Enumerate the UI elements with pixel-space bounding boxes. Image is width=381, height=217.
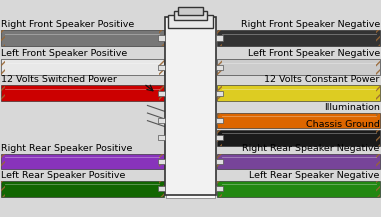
Bar xyxy=(216,135,223,140)
Bar xyxy=(1,30,164,46)
Text: Left Front Speaker Negative: Left Front Speaker Negative xyxy=(248,49,380,58)
Bar xyxy=(1,85,5,101)
Bar xyxy=(1,181,5,197)
Bar xyxy=(217,181,222,197)
Text: Left Rear Speaker Positive: Left Rear Speaker Positive xyxy=(1,171,125,180)
Text: Right Rear Speaker Positive: Right Rear Speaker Positive xyxy=(1,144,133,153)
Bar xyxy=(216,159,223,164)
Bar xyxy=(217,154,222,169)
Bar xyxy=(158,35,165,41)
Bar xyxy=(1,59,164,75)
Bar xyxy=(217,130,222,146)
Bar xyxy=(159,30,164,46)
Bar xyxy=(166,129,215,147)
Bar xyxy=(376,30,380,46)
Bar xyxy=(159,154,164,169)
Bar xyxy=(158,186,165,191)
Bar xyxy=(217,59,222,75)
Text: Right Front Speaker Positive: Right Front Speaker Positive xyxy=(1,20,134,29)
Bar xyxy=(1,181,164,197)
Bar xyxy=(1,154,164,169)
Bar xyxy=(217,113,222,128)
Text: Left Front Speaker Positive: Left Front Speaker Positive xyxy=(1,49,127,58)
Bar xyxy=(217,59,380,75)
Bar xyxy=(217,30,222,46)
Text: Left Rear Speaker Negative: Left Rear Speaker Negative xyxy=(250,171,380,180)
Bar xyxy=(376,59,380,75)
Text: 12 Volts Switched Power: 12 Volts Switched Power xyxy=(1,76,117,84)
Bar xyxy=(158,118,165,123)
Bar xyxy=(216,186,223,191)
Bar xyxy=(168,15,213,28)
Bar xyxy=(159,85,164,101)
Bar xyxy=(158,135,165,140)
Bar xyxy=(376,154,380,169)
Bar xyxy=(376,85,380,101)
Bar xyxy=(376,181,380,197)
Bar xyxy=(376,113,380,128)
Bar xyxy=(159,181,164,197)
Bar xyxy=(1,30,5,46)
Text: Right Front Speaker Negative: Right Front Speaker Negative xyxy=(241,20,380,29)
Bar xyxy=(158,65,165,70)
Bar xyxy=(1,154,5,169)
Bar xyxy=(217,85,380,101)
Bar xyxy=(174,11,207,20)
Bar xyxy=(158,159,165,164)
Bar xyxy=(166,58,215,76)
Bar xyxy=(217,30,380,46)
Bar xyxy=(159,59,164,75)
Bar xyxy=(216,91,223,96)
Bar xyxy=(217,154,380,169)
Text: Illumination: Illumination xyxy=(324,103,380,112)
Bar xyxy=(166,180,215,198)
Bar xyxy=(1,59,5,75)
Bar xyxy=(166,29,215,47)
Bar xyxy=(216,35,223,41)
Text: Right Rear Speaker Negative: Right Rear Speaker Negative xyxy=(242,144,380,153)
Bar xyxy=(217,130,380,146)
Bar xyxy=(166,84,215,102)
Bar xyxy=(166,112,215,129)
Bar xyxy=(166,153,215,171)
Bar xyxy=(376,130,380,146)
Bar xyxy=(178,7,203,15)
Bar xyxy=(158,91,165,96)
Bar xyxy=(216,65,223,70)
Bar xyxy=(217,113,380,128)
Bar xyxy=(217,181,380,197)
Text: Chassis Ground: Chassis Ground xyxy=(306,120,380,129)
Bar xyxy=(216,118,223,123)
Bar xyxy=(165,17,216,195)
Bar xyxy=(217,85,222,101)
Bar xyxy=(1,85,164,101)
Text: 12 Volts Constant Power: 12 Volts Constant Power xyxy=(264,76,380,84)
